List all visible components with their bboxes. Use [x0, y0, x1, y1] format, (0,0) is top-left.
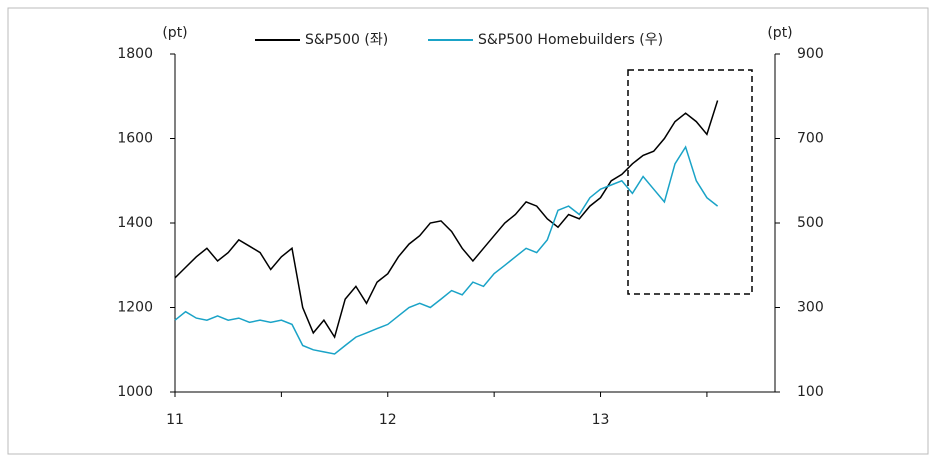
y2-tick-label: 500 [797, 215, 824, 231]
y2-tick-label: 100 [797, 384, 824, 400]
y2-tick-label: 700 [797, 131, 824, 147]
series-line [174, 145, 719, 355]
y2-tick-label: 900 [797, 46, 824, 62]
x-tick-label: 13 [592, 412, 610, 428]
highlight-box [627, 69, 753, 295]
y-unit: (pt) [162, 25, 187, 41]
x-tick-label: 12 [379, 412, 397, 428]
series-line [174, 100, 719, 339]
legend-label: S&P500 Homebuilders (우) [478, 32, 663, 48]
y-tick-label: 1800 [117, 46, 153, 62]
y-tick-label: 1200 [117, 300, 153, 316]
y-tick-label: 1000 [117, 384, 153, 400]
y2-unit: (pt) [767, 25, 792, 41]
x-tick-label: 11 [166, 412, 184, 428]
y2-tick-label: 300 [797, 300, 824, 316]
y-tick-label: 1400 [117, 215, 153, 231]
y-tick-label: 1600 [117, 131, 153, 147]
legend-label: S&P500 (좌) [305, 32, 388, 48]
frame [7, 7, 929, 455]
